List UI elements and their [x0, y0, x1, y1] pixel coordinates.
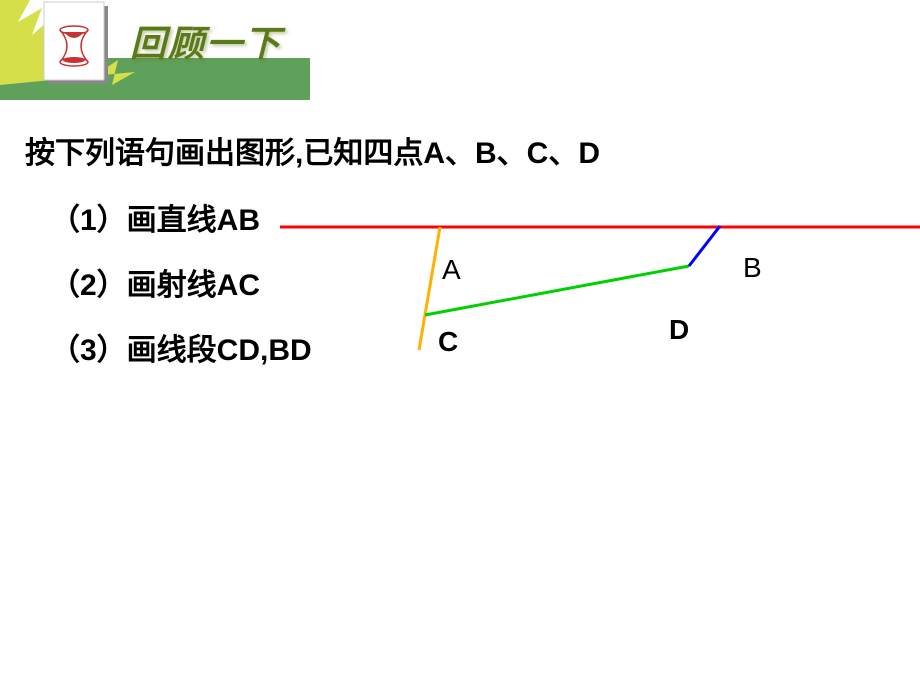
- problem-item-3: （3）画线段CD,BD: [50, 325, 312, 369]
- segment-bd: [689, 226, 720, 266]
- ray-ac: [419, 227, 440, 350]
- problem-statement: 按下列语句画出图形,已知四点A、B、C、D: [25, 128, 600, 172]
- point-label-a: A: [442, 254, 461, 286]
- geometry-diagram: [280, 200, 920, 400]
- segment-cd: [425, 266, 689, 315]
- point-label-b: B: [743, 252, 762, 284]
- problem-item-1: （1）画直线AB: [50, 195, 260, 239]
- page-title: 回顾一下: [130, 15, 282, 67]
- point-label-d: D: [669, 314, 689, 346]
- point-label-c: C: [438, 326, 458, 358]
- problem-item-2: （2）画射线AC: [50, 260, 260, 304]
